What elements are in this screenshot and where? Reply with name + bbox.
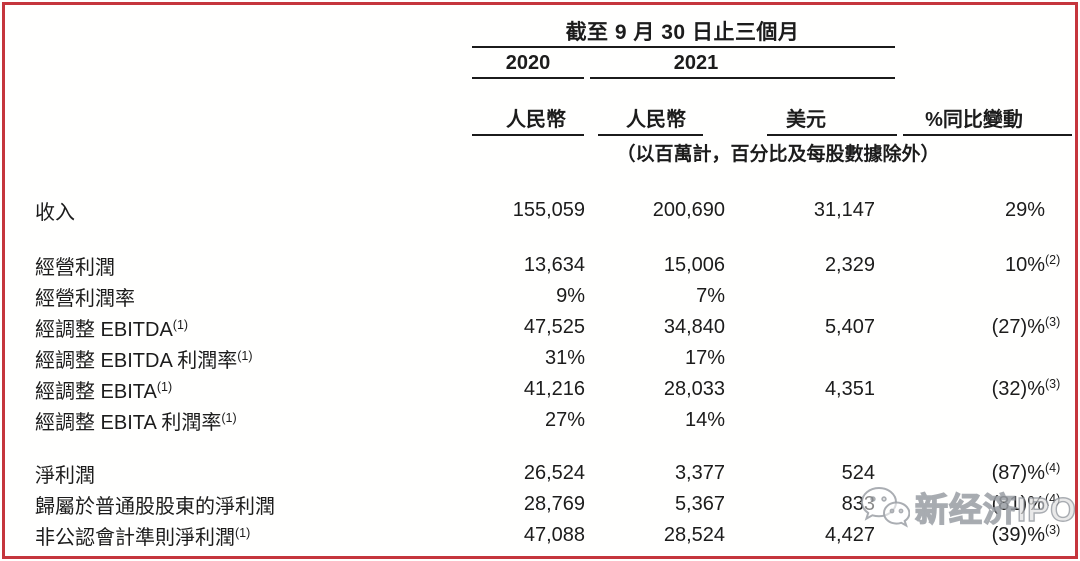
value-2021-rmb: 14% bbox=[684, 409, 725, 431]
value-2021-usd: 4,351 bbox=[824, 378, 875, 400]
year-2020-underline bbox=[472, 77, 584, 79]
value-yoy: (27)%(3) bbox=[991, 315, 1061, 338]
value-2021-rmb: 28,033 bbox=[663, 378, 725, 400]
table-row-adjusted-ebitda: 經調整 EBITDA(1) 47,525 34,840 5,407 (27)%(… bbox=[0, 312, 1080, 343]
value-2020-rmb: 41,216 bbox=[523, 378, 585, 400]
value-2020-rmb: 31% bbox=[544, 347, 585, 369]
table-row-adjusted-ebitda-margin: 經調整 EBITDA 利潤率(1) 31% 17% bbox=[0, 343, 1080, 374]
row-label: 淨利潤 bbox=[35, 465, 95, 487]
value-2020-rmb: 47,088 bbox=[523, 524, 585, 546]
table-row-net-income-to-shareholders: 歸屬於普通股股東的淨利潤 28,769 5,367 833 (81)%(4) bbox=[0, 489, 1080, 520]
table-row-net-income: 淨利潤 26,524 3,377 524 (87)%(4) bbox=[0, 458, 1080, 489]
column-header-usd: 美元 bbox=[786, 109, 826, 131]
value-yoy bbox=[875, 285, 1045, 308]
watermark: 新经济IPO bbox=[860, 483, 1077, 531]
value-2021-usd: 833 bbox=[841, 493, 875, 515]
watermark-text: 新经济IPO bbox=[914, 490, 1077, 528]
column-header-rmb-2020: 人民幣 bbox=[506, 109, 566, 131]
value-2021-usd: 524 bbox=[841, 462, 875, 484]
value-2020-rmb: 26,524 bbox=[523, 462, 585, 484]
wechat-icon bbox=[860, 486, 910, 528]
value-2020-rmb: 9% bbox=[556, 285, 585, 307]
value-2021-rmb: 15,006 bbox=[663, 254, 725, 276]
value-yoy: 29% bbox=[1004, 199, 1045, 221]
row-label: 收入 bbox=[35, 202, 75, 224]
table-row-operating-income: 經營利潤 13,634 15,006 2,329 10%(2) bbox=[0, 250, 1080, 281]
value-2021-usd: 4,427 bbox=[824, 524, 875, 546]
row-label: 經營利潤率 bbox=[35, 288, 135, 310]
value-2021-usd: 2,329 bbox=[824, 254, 875, 276]
row-label: 經調整 EBITDA(1) bbox=[35, 318, 189, 341]
value-2021-rmb: 28,524 bbox=[663, 524, 725, 546]
period-title: 截至 9 月 30 日止三個月 bbox=[565, 21, 800, 44]
year-2021-underline bbox=[590, 77, 895, 79]
title-underline bbox=[472, 46, 895, 48]
value-2021-rmb: 3,377 bbox=[674, 462, 725, 484]
value-2021-usd: 5,407 bbox=[824, 316, 875, 338]
row-label: 非公認會計準則淨利潤(1) bbox=[35, 526, 251, 549]
value-2020-rmb: 13,634 bbox=[523, 254, 585, 276]
value-2021-rmb: 17% bbox=[684, 347, 725, 369]
yoy-underline bbox=[903, 134, 1072, 136]
value-yoy: (32)%(3) bbox=[991, 377, 1061, 400]
results-table: 收入 155,059 200,690 31,147 29% 經營利潤 13,63… bbox=[0, 195, 1080, 551]
value-yoy bbox=[875, 409, 1045, 432]
value-2021-usd: 31,147 bbox=[813, 199, 875, 221]
rmb-2021-underline bbox=[598, 134, 703, 136]
table-row-non-gaap-net-income: 非公認會計準則淨利潤(1) 47,088 28,524 4,427 (39)%(… bbox=[0, 520, 1080, 551]
column-year-2021: 2021 bbox=[673, 52, 719, 74]
row-label: 經營利潤 bbox=[35, 257, 115, 279]
value-2020-rmb: 28,769 bbox=[523, 493, 585, 515]
table-row-adjusted-ebita-margin: 經調整 EBITA 利潤率(1) 27% 14% bbox=[0, 405, 1080, 436]
value-yoy: 10%(2) bbox=[1004, 253, 1061, 276]
value-2020-rmb: 47,525 bbox=[523, 316, 585, 338]
column-year-2020: 2020 bbox=[505, 52, 551, 74]
column-header-yoy-change: %同比變動 bbox=[925, 109, 1023, 131]
usd-underline bbox=[767, 134, 897, 136]
value-2021-rmb: 7% bbox=[696, 285, 725, 307]
value-2021-rmb: 34,840 bbox=[663, 316, 725, 338]
rmb-2020-underline bbox=[472, 134, 584, 136]
value-yoy: (87)%(4) bbox=[991, 461, 1061, 484]
table-row-adjusted-ebita: 經調整 EBITA(1) 41,216 28,033 4,351 (32)%(3… bbox=[0, 374, 1080, 405]
row-label: 經調整 EBITDA 利潤率(1) bbox=[35, 349, 253, 372]
table-row-operating-margin: 經營利潤率 9% 7% bbox=[0, 281, 1080, 312]
units-note: （以百萬計，百分比及每股數據除外） bbox=[616, 144, 940, 165]
value-yoy bbox=[875, 347, 1045, 370]
value-2020-rmb: 27% bbox=[544, 409, 585, 431]
row-label: 歸屬於普通股股東的淨利潤 bbox=[35, 496, 275, 518]
value-2021-rmb: 200,690 bbox=[652, 199, 725, 221]
table-row-revenue: 收入 155,059 200,690 31,147 29% bbox=[0, 195, 1080, 226]
value-2020-rmb: 155,059 bbox=[512, 199, 585, 221]
column-header-rmb-2021: 人民幣 bbox=[626, 109, 686, 131]
row-label: 經調整 EBITA 利潤率(1) bbox=[35, 411, 237, 434]
row-label: 經調整 EBITA(1) bbox=[35, 380, 173, 403]
value-2021-rmb: 5,367 bbox=[674, 493, 725, 515]
